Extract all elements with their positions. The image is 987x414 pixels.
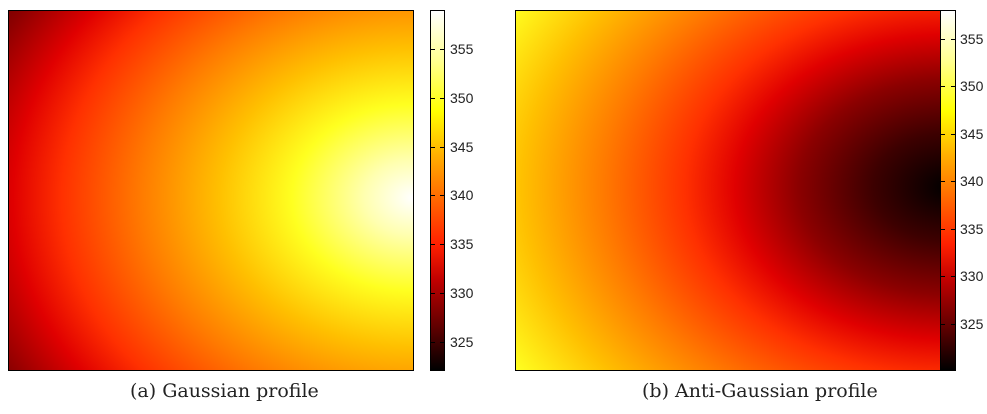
caption-a: (a) Gaussian profile [130,380,319,402]
colorbar-tick-label: 325 [960,315,984,332]
colorbar-tick-mark [440,341,445,343]
colorbar-tick-mark [940,276,945,277]
colorbar-tick-mark [951,228,956,230]
colorbar-tick-label: 335 [960,220,984,237]
colorbar-tick-mark [430,244,435,246]
colorbar-b-strip [940,10,956,371]
colorbar-tick-label: 335 [450,236,474,253]
colorbar-tick-label: 325 [450,333,474,350]
caption-b: (b) Anti-Gaussian profile [642,380,878,402]
colorbar-tick-mark [430,146,435,148]
colorbar-tick-mark [440,146,445,148]
colorbar-tick-mark [440,49,445,51]
colorbar-tick-mark [440,97,445,99]
colorbar-tick-mark [430,97,435,99]
colorbar-tick-label: 355 [960,30,984,47]
colorbar-tick-label: 340 [450,187,474,204]
heatmap-anti-gaussian [515,10,949,371]
colorbar-tick-label: 350 [450,89,474,106]
colorbar-a [430,10,445,371]
colorbar-tick-mark [440,244,445,246]
colorbar-tick-mark [951,86,956,87]
colorbar-tick-mark [951,133,956,135]
colorbar-tick-label: 330 [450,284,474,301]
colorbar-tick-mark [951,276,956,277]
colorbar-tick-mark [951,181,956,182]
colorbar-tick-mark [440,292,445,294]
colorbar-tick-mark [940,181,945,182]
colorbar-tick-label: 345 [960,125,984,142]
colorbar-tick-mark [951,38,956,40]
colorbar-tick-label: 350 [960,78,984,94]
colorbar-tick-label: 340 [960,173,984,189]
colorbar-tick-mark [951,323,956,325]
colorbar-tick-label: 330 [960,268,984,284]
colorbar-tick-mark [430,195,435,197]
colorbar-tick-mark [940,228,945,230]
colorbar-tick-mark [430,49,435,51]
colorbar-tick-mark [440,195,445,197]
colorbar-tick-mark [940,38,945,40]
colorbar-tick-mark [430,341,435,343]
heatmap-gaussian [8,10,414,371]
colorbar-tick-mark [430,292,435,294]
colorbar-tick-mark [940,86,945,87]
colorbar-tick-mark [940,133,945,135]
colorbar-tick-mark [940,323,945,325]
colorbar-tick-label: 345 [450,138,474,155]
colorbar-tick-label: 355 [450,41,474,58]
